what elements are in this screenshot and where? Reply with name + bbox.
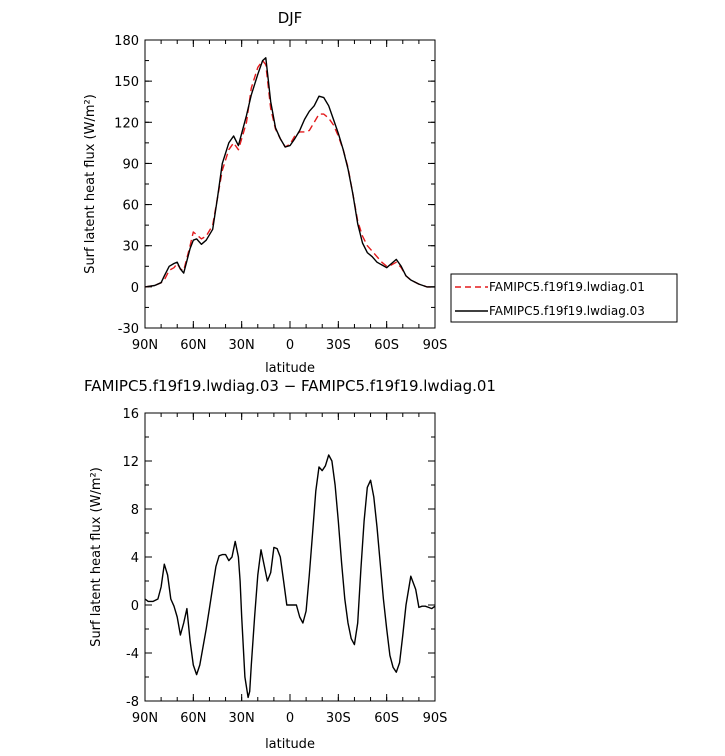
legend-label-series-03: FAMIPC5.f19f19.lwdiag.03 bbox=[489, 304, 645, 318]
bottom-x-axis-label: latitude bbox=[265, 737, 315, 752]
top-x-axis: 90N 60N 30N 0 30S 60S 90S bbox=[132, 40, 448, 353]
bottom-series-line-0 bbox=[144, 454, 436, 699]
top-y-tick-label: 90 bbox=[122, 157, 139, 172]
top-series-line-1 bbox=[144, 57, 435, 288]
top-y-tick-label: 0 bbox=[131, 281, 139, 296]
top-x-tick-label: 60N bbox=[180, 338, 206, 353]
bottom-y-tick-label: 0 bbox=[131, 599, 139, 614]
bottom-x-tick-label: 90N bbox=[132, 711, 158, 726]
legend-box bbox=[450, 273, 678, 323]
top-y-tick-label: 180 bbox=[114, 34, 139, 49]
bottom-chart-title: FAMIPC5.f19f19.lwdiag.03 − FAMIPC5.f19f1… bbox=[84, 377, 496, 395]
bottom-y-tick-label: -4 bbox=[126, 647, 139, 662]
top-y-axis-label: Surf latent heat flux (W/m²) bbox=[83, 94, 98, 274]
bottom-x-tick-label: 0 bbox=[286, 711, 294, 726]
top-y-tick-label: 120 bbox=[114, 116, 139, 131]
top-chart-title: DJF bbox=[278, 9, 303, 27]
bottom-panel: FAMIPC5.f19f19.lwdiag.03 − FAMIPC5.f19f1… bbox=[84, 377, 496, 752]
top-y-tick-label: 30 bbox=[122, 240, 139, 255]
bottom-series-group bbox=[144, 454, 436, 699]
top-x-axis-label: latitude bbox=[265, 361, 315, 376]
bottom-y-axis-label: Surf latent heat flux (W/m²) bbox=[89, 467, 104, 647]
top-x-tick-label: 30N bbox=[229, 338, 255, 353]
top-y-tick-label: 60 bbox=[122, 199, 139, 214]
bottom-y-tick-label: 12 bbox=[122, 455, 139, 470]
bottom-y-tick-label: 8 bbox=[131, 503, 139, 518]
top-y-tick-label: -30 bbox=[118, 322, 139, 337]
bottom-x-tick-label: 60N bbox=[180, 711, 206, 726]
bottom-x-tick-label: 30N bbox=[229, 711, 255, 726]
bottom-x-tick-label: 30S bbox=[326, 711, 351, 726]
top-x-tick-label: 60S bbox=[374, 338, 399, 353]
bottom-x-axis: 90N 60N 30N 0 30S 60S 90S bbox=[132, 413, 448, 726]
legend: FAMIPC5.f19f19.lwdiag.01 FAMIPC5.f19f19.… bbox=[450, 273, 678, 323]
bottom-x-tick-label: 60S bbox=[374, 711, 399, 726]
top-y-axis: -30 0 30 60 90 120 150 180 bbox=[114, 34, 435, 337]
bottom-x-tick-label: 90S bbox=[423, 711, 448, 726]
top-plot-frame bbox=[144, 39, 436, 329]
bottom-plot-frame bbox=[144, 412, 436, 702]
top-series-group bbox=[144, 57, 435, 288]
top-x-tick-label: 30S bbox=[326, 338, 351, 353]
top-y-tick-label: 150 bbox=[114, 75, 139, 90]
top-x-tick-label: 90N bbox=[132, 338, 158, 353]
bottom-y-tick-label: 16 bbox=[122, 407, 139, 422]
bottom-y-tick-label: -8 bbox=[126, 695, 139, 710]
top-x-tick-label: 90S bbox=[423, 338, 448, 353]
bottom-y-tick-label: 4 bbox=[131, 551, 139, 566]
top-panel: DJF -30 0 30 60 90 120 150 180 90N 60N 30N 0 30S 60S… bbox=[83, 9, 447, 376]
bottom-y-axis: -8 -4 0 4 8 12 16 bbox=[122, 407, 435, 710]
top-x-tick-label: 0 bbox=[286, 338, 294, 353]
legend-label-series-01: FAMIPC5.f19f19.lwdiag.01 bbox=[489, 280, 645, 294]
